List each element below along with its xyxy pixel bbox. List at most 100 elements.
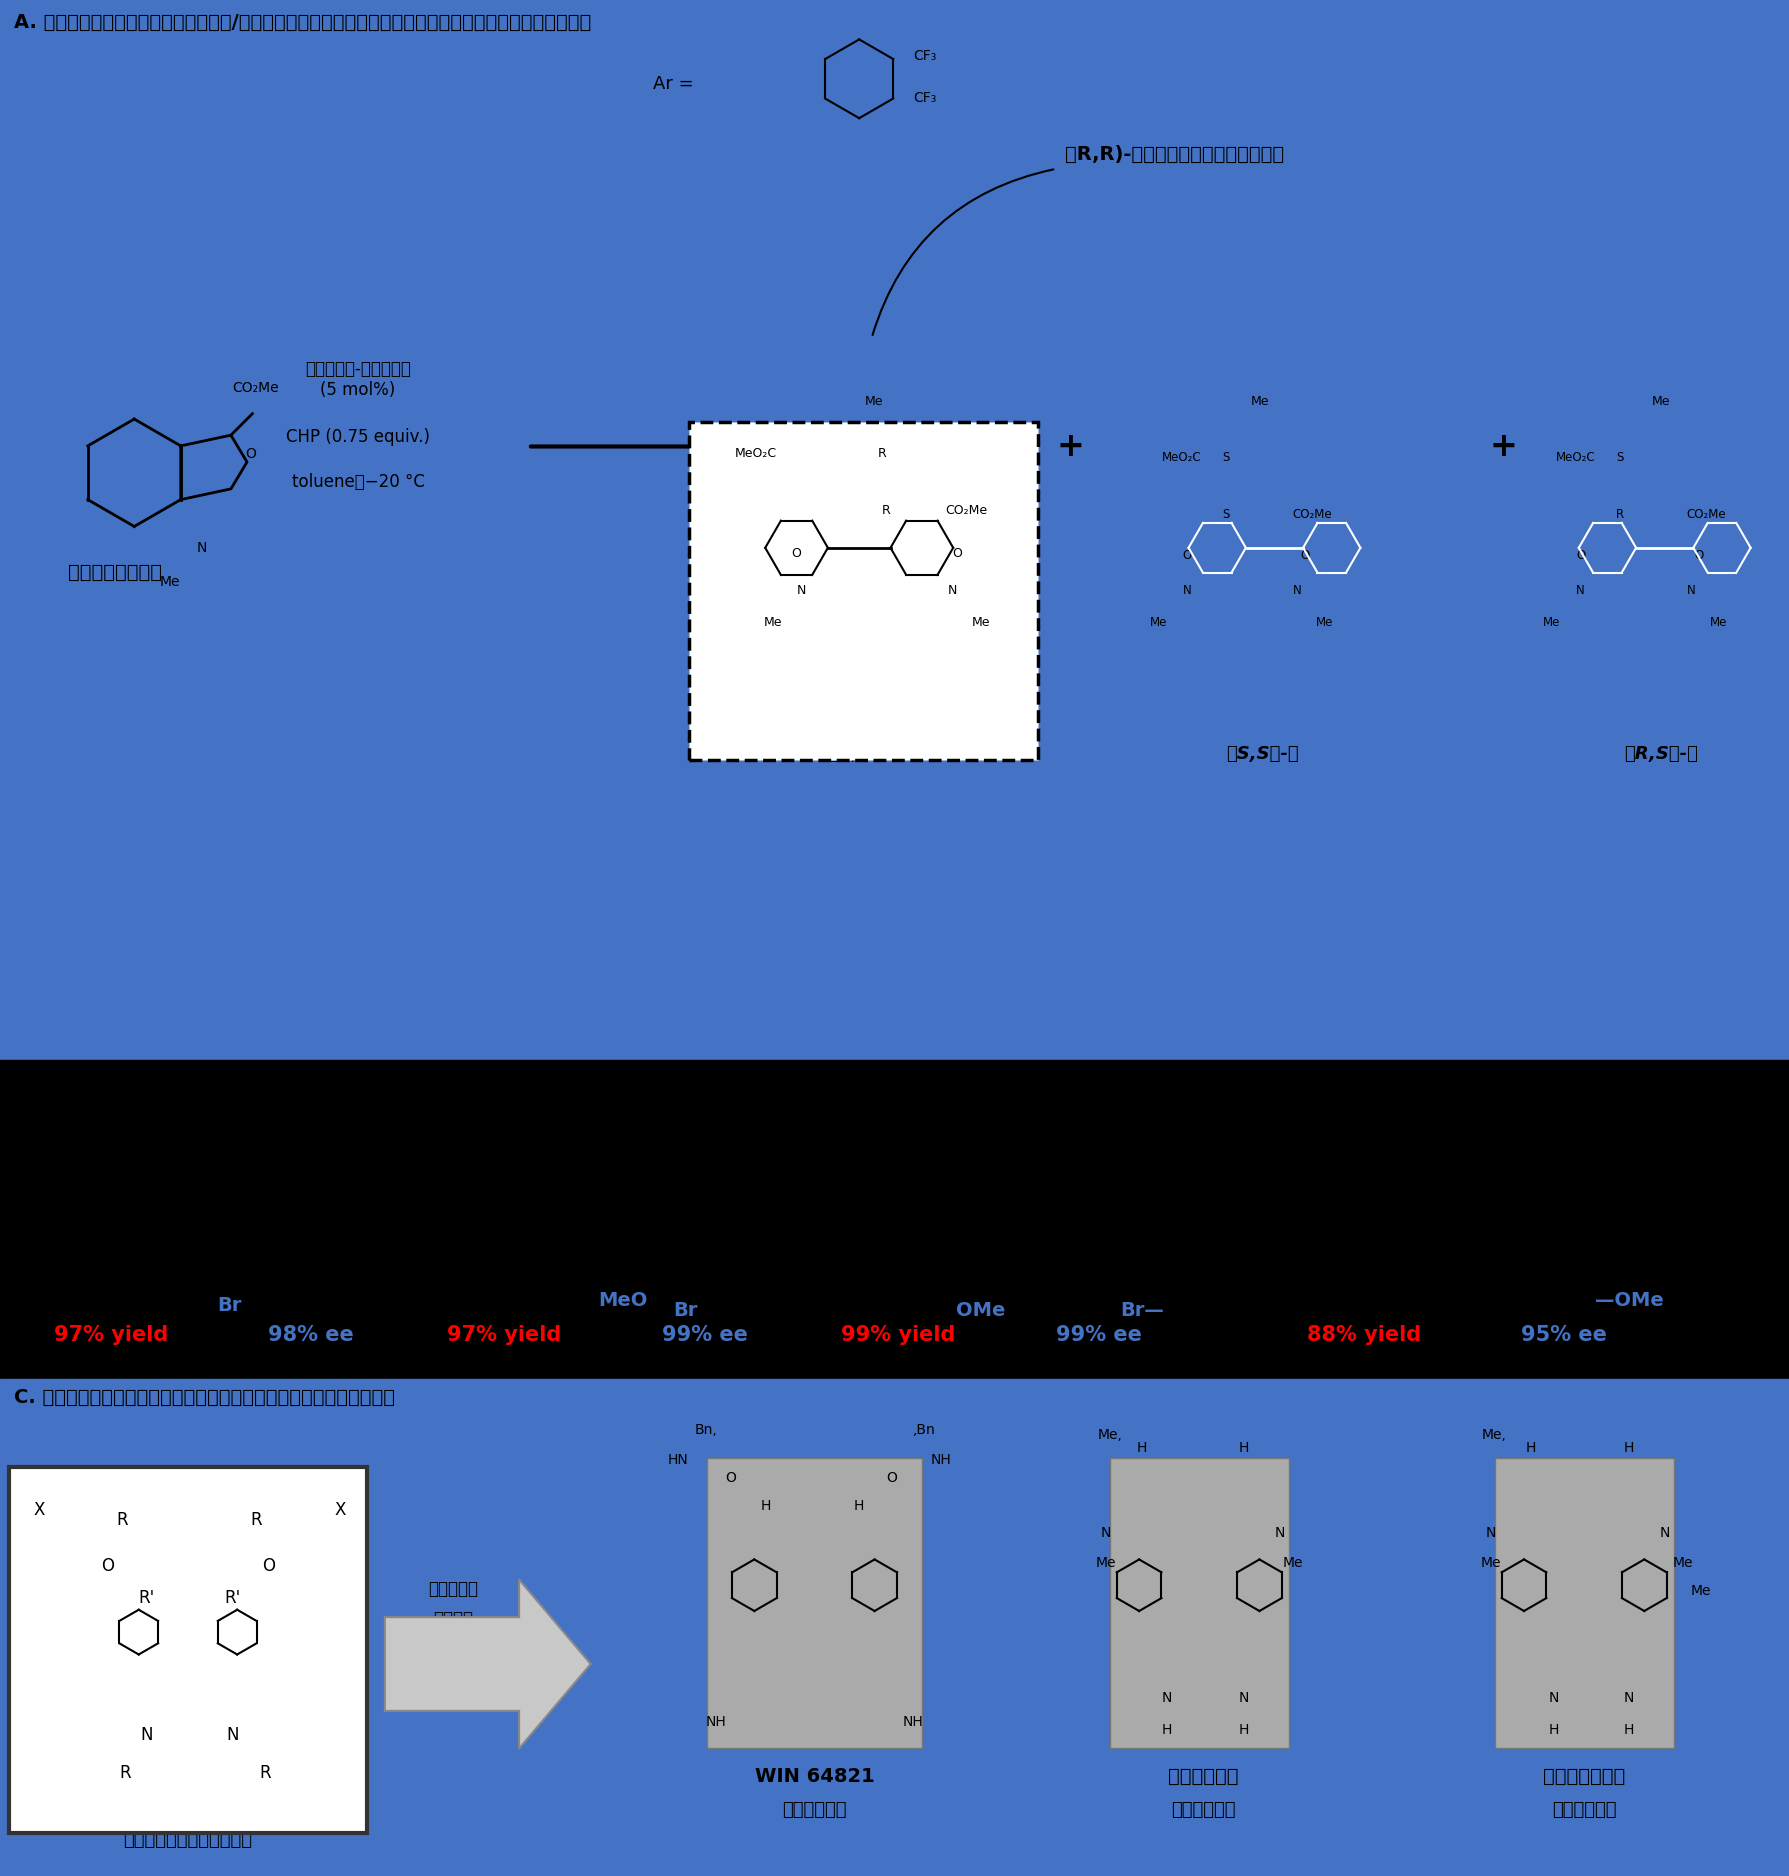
- Text: Bn: Bn: [578, 221, 596, 236]
- Text: 88% yield: 88% yield: [1306, 1324, 1420, 1345]
- Text: Br: Br: [216, 1296, 242, 1315]
- Text: グアニジン-ウレア触媒
(5 mol%): グアニジン-ウレア触媒 (5 mol%): [304, 360, 411, 400]
- Text: 98% ee: 98% ee: [268, 1324, 354, 1345]
- Text: N: N: [429, 109, 440, 124]
- Text: CO₂Me: CO₂Me: [945, 505, 988, 516]
- Text: N: N: [1547, 1690, 1558, 1705]
- Text: H: H: [658, 150, 666, 161]
- Text: Me: Me: [1149, 617, 1166, 628]
- Text: H: H: [853, 1499, 864, 1514]
- Text: R: R: [250, 1510, 261, 1529]
- Bar: [1109, 1458, 1288, 1748]
- Text: S: S: [1615, 452, 1623, 463]
- Bar: [0, 0, 1789, 1060]
- Text: H: H: [1161, 1722, 1172, 1737]
- Text: toluene、−20 °C: toluene、−20 °C: [292, 473, 424, 492]
- Text: R: R: [882, 505, 889, 516]
- Text: R: R: [120, 1763, 131, 1782]
- Text: H: H: [385, 169, 392, 180]
- Text: Ar =: Ar =: [653, 75, 694, 94]
- Text: WIN 64821: WIN 64821: [755, 1767, 873, 1786]
- Text: NH: NH: [598, 150, 612, 161]
- Text: +: +: [1488, 430, 1517, 463]
- Text: O: O: [1181, 550, 1191, 561]
- Text: A. 今回開発したキラルグアニジニウム/次亜ヨウ素酸塩触媒系による立体選択的な炭素－炭素結合形成反応: A. 今回開発したキラルグアニジニウム/次亜ヨウ素酸塩触媒系による立体選択的な炭…: [14, 13, 590, 32]
- Text: Me: Me: [1708, 617, 1726, 628]
- Text: 灰色部分が: 灰色部分が: [428, 1580, 478, 1598]
- Text: （R,R)-体が高い選択性で得られる。: （R,R)-体が高い選択性で得られる。: [1064, 144, 1283, 163]
- Text: 95% ee: 95% ee: [1521, 1324, 1607, 1345]
- Text: R': R': [224, 1589, 242, 1608]
- Text: Me: Me: [1095, 1555, 1116, 1570]
- Text: MeO₂C: MeO₂C: [1555, 452, 1594, 463]
- Text: H: H: [760, 1499, 771, 1514]
- Text: Me: Me: [1542, 617, 1560, 628]
- Text: N: N: [1161, 1690, 1172, 1705]
- Text: 99% ee: 99% ee: [1056, 1324, 1141, 1345]
- Text: +: +: [451, 101, 462, 113]
- Text: X: X: [335, 1501, 345, 1520]
- Text: Me: Me: [1689, 1583, 1710, 1598]
- Text: C. 本研究で合成可能なビスオキシインドール構造を含む生物活性物質: C. 本研究で合成可能なビスオキシインドール構造を含む生物活性物質: [14, 1388, 395, 1407]
- Text: N: N: [197, 540, 208, 555]
- Text: H: H: [1524, 1441, 1535, 1456]
- Text: H: H: [1238, 1441, 1249, 1456]
- Text: NH: NH: [222, 169, 236, 180]
- Text: H: H: [322, 169, 329, 180]
- Text: Me: Me: [1251, 396, 1268, 407]
- Text: N: N: [1485, 1525, 1496, 1540]
- Text: 共通構造: 共通構造: [433, 1610, 472, 1628]
- Text: （制吐活性）: （制吐活性）: [782, 1801, 846, 1820]
- Text: Me: Me: [1480, 1555, 1501, 1570]
- Text: キモナンチジン: キモナンチジン: [1542, 1767, 1624, 1786]
- Text: Me,: Me,: [1097, 1428, 1122, 1443]
- Text: CF₃: CF₃: [912, 49, 936, 64]
- Text: MeO₂C: MeO₂C: [733, 448, 776, 460]
- Text: N: N: [1623, 1690, 1633, 1705]
- Text: Br: Br: [673, 1302, 698, 1321]
- Text: CO₂Me: CO₂Me: [1292, 508, 1331, 520]
- Bar: [0, 1379, 1789, 1876]
- Text: N: N: [1238, 1690, 1249, 1705]
- Text: R': R': [138, 1589, 156, 1608]
- Text: ,Bn: ,Bn: [912, 1422, 936, 1437]
- Text: +: +: [1056, 430, 1084, 463]
- Text: CF₃: CF₃: [912, 90, 936, 105]
- Text: （疼痛活性）: （疼痛活性）: [1170, 1801, 1234, 1820]
- Bar: [1494, 1458, 1673, 1748]
- Text: O: O: [952, 548, 962, 559]
- Text: NH: NH: [930, 1452, 952, 1467]
- Text: Me,: Me,: [1481, 1428, 1506, 1443]
- Polygon shape: [385, 1580, 590, 1748]
- Text: （R,S）-体: （R,S）-体: [1623, 745, 1698, 764]
- Text: O: O: [626, 191, 633, 203]
- Text: S: S: [1222, 452, 1229, 463]
- Text: Br—: Br—: [1120, 1302, 1163, 1321]
- Text: （疼痛活性）: （疼痛活性）: [1551, 1801, 1615, 1820]
- Text: CO₂Me: CO₂Me: [1685, 508, 1725, 520]
- Text: N: N: [1183, 585, 1190, 597]
- Text: Bn: Bn: [336, 221, 354, 236]
- Text: Bn: Bn: [488, 221, 506, 236]
- Text: H: H: [163, 169, 170, 180]
- Text: OMe: OMe: [955, 1302, 1005, 1321]
- Text: Ar: Ar: [682, 161, 696, 176]
- Text: O: O: [225, 191, 233, 203]
- Text: O: O: [1299, 550, 1310, 561]
- Text: N: N: [946, 585, 957, 597]
- Text: MeO: MeO: [598, 1291, 648, 1309]
- Text: H: H: [197, 169, 204, 180]
- Text: H: H: [1547, 1722, 1558, 1737]
- Text: Me: Me: [1281, 1555, 1302, 1570]
- Text: NH: NH: [347, 169, 361, 180]
- Text: O: O: [479, 191, 487, 203]
- Text: N: N: [1687, 585, 1694, 597]
- Text: —OMe: —OMe: [1594, 1291, 1662, 1309]
- Text: H: H: [512, 150, 519, 161]
- Text: N: N: [1576, 585, 1583, 597]
- Text: H: H: [630, 150, 637, 161]
- Text: I⁻: I⁻: [483, 109, 496, 124]
- Text: CHP (0.75 equiv.): CHP (0.75 equiv.): [286, 428, 429, 446]
- Text: N: N: [1293, 585, 1301, 597]
- Text: NH: NH: [537, 150, 551, 161]
